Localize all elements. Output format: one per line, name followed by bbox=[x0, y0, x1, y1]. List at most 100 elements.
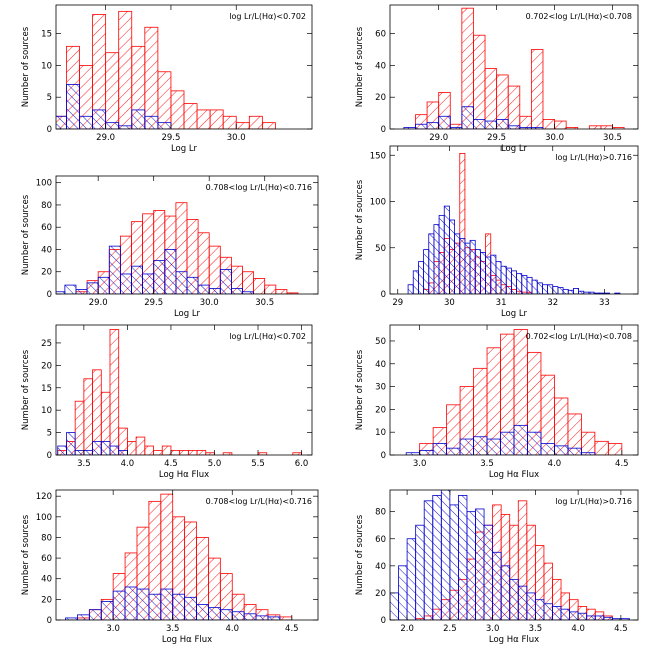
histogram-bar bbox=[118, 450, 128, 455]
histogram-bar bbox=[415, 123, 428, 129]
histogram-bar bbox=[542, 284, 548, 294]
histogram-bar bbox=[554, 120, 567, 129]
histogram-bar bbox=[531, 279, 538, 294]
y-tick-label: 0 bbox=[381, 451, 386, 461]
plot-frame bbox=[389, 489, 639, 621]
histogram-bar bbox=[148, 593, 162, 620]
histogram-panel-2: 29.0 29.5 30.0 30.5 0 20 40 60 Log Lr Number of s… bbox=[355, 4, 639, 154]
histogram-bar bbox=[105, 52, 120, 129]
histogram-bar bbox=[526, 276, 533, 294]
histogram-bar bbox=[172, 593, 186, 620]
x-tick-label: 6.0 bbox=[295, 459, 309, 469]
histogram-bar bbox=[160, 588, 174, 620]
x-axis-label: Log Hα Flux bbox=[489, 635, 539, 645]
histogram-bar bbox=[57, 445, 67, 455]
histogram-bar bbox=[511, 270, 517, 294]
histogram-panel-6: 3.0 3.5 4.0 4.5 0 10 20 30 40 50 Log Hα Flux Number… bbox=[355, 324, 639, 480]
histogram-bar bbox=[534, 599, 545, 620]
y-tick-label: 40 bbox=[41, 245, 52, 255]
histogram-bar bbox=[496, 119, 509, 129]
histogram-bar bbox=[279, 616, 293, 620]
histogram-bar bbox=[438, 115, 451, 129]
histogram-bar bbox=[196, 450, 207, 455]
x-tick-label: 3.5 bbox=[529, 624, 543, 634]
panel-annotation: log Lr/L(Hα)<0.702 bbox=[229, 332, 306, 341]
x-tick-label: 29.5 bbox=[144, 298, 163, 308]
histogram-bar bbox=[540, 443, 555, 455]
histogram-bar bbox=[255, 615, 269, 620]
histogram-bar bbox=[484, 68, 498, 129]
histogram-bar bbox=[466, 511, 476, 620]
histogram-bar bbox=[486, 438, 501, 455]
blue-series bbox=[390, 490, 630, 620]
y-tick-label: 20 bbox=[375, 405, 386, 415]
bars bbox=[56, 10, 276, 129]
y-tick-label: 50 bbox=[375, 244, 386, 254]
histogram-bar bbox=[594, 615, 605, 620]
histogram-bar bbox=[461, 106, 474, 129]
x-tick-label: 4.5 bbox=[615, 459, 629, 469]
y-tick-label: 40 bbox=[375, 61, 386, 71]
histogram-bar bbox=[74, 450, 85, 455]
histogram-bar bbox=[118, 10, 133, 129]
y-tick-label: 30 bbox=[375, 383, 386, 393]
x-tick-label: 29.5 bbox=[487, 133, 506, 143]
y-tick-label: 5 bbox=[47, 429, 52, 439]
x-tick-label: 32 bbox=[547, 298, 558, 308]
histogram-bar bbox=[264, 284, 277, 294]
plot-frame bbox=[389, 4, 639, 130]
histogram-bar bbox=[208, 288, 221, 294]
y-tick-label: 0 bbox=[47, 125, 52, 135]
histogram-bar bbox=[118, 125, 133, 129]
histogram-bar bbox=[418, 261, 424, 294]
plot-frame bbox=[55, 489, 319, 621]
histogram-bar bbox=[131, 109, 146, 129]
red-series bbox=[56, 10, 276, 129]
histogram-panel-7: 3.0 3.5 4.0 4.5 0 20 40 60 80 100 120 Log Hα Flux Nu… bbox=[21, 489, 319, 645]
histogram-bar bbox=[253, 278, 266, 294]
histogram-bar bbox=[164, 249, 177, 294]
x-tick-label: 30.0 bbox=[200, 298, 219, 308]
histogram-bar bbox=[500, 265, 507, 294]
histogram-bar bbox=[588, 125, 602, 129]
plot-frame bbox=[389, 324, 639, 456]
histogram-bar bbox=[127, 441, 137, 455]
histogram-bar bbox=[197, 284, 210, 294]
x-tick-label: 3.0 bbox=[413, 459, 427, 469]
histogram-bar bbox=[97, 276, 110, 294]
x-tick-label: 31 bbox=[496, 298, 507, 308]
histogram-bar bbox=[108, 245, 121, 294]
histogram-bar bbox=[483, 524, 494, 620]
histogram-bar bbox=[480, 251, 486, 294]
histogram-bar bbox=[423, 249, 430, 294]
y-tick-label: 40 bbox=[375, 562, 386, 572]
blue-series bbox=[403, 106, 544, 129]
panel-annotation: log Lr/L(Hα)>0.716 bbox=[555, 153, 632, 162]
histogram-bar bbox=[208, 245, 221, 294]
x-tick-label: 3.0 bbox=[106, 624, 120, 634]
histogram-bar bbox=[490, 254, 497, 294]
y-axis-label: Number of sources bbox=[21, 26, 31, 107]
histogram-bar bbox=[509, 578, 519, 620]
y-tick-label: 100 bbox=[36, 179, 52, 189]
histogram-panel-1: 29.0 29.5 30.0 0 5 10 15 Log Lr Number of source… bbox=[21, 4, 313, 154]
histogram-bar bbox=[153, 450, 163, 455]
histogram-bar bbox=[196, 604, 209, 620]
histogram-bar bbox=[235, 122, 250, 129]
plot-frame bbox=[55, 324, 313, 456]
histogram-bar bbox=[66, 432, 76, 455]
histogram-bar bbox=[521, 275, 528, 294]
histogram-panel-4: 29 30 31 32 33 0 50 100 150 Log Lr Number of sourc… bbox=[355, 145, 639, 319]
histogram-bar bbox=[66, 84, 80, 129]
histogram-bar bbox=[275, 289, 288, 294]
y-axis-label: Number of sources bbox=[355, 349, 365, 430]
histogram-bar bbox=[438, 214, 445, 294]
histogram-bar bbox=[440, 490, 451, 620]
histogram-bar bbox=[88, 609, 102, 620]
histogram-bar bbox=[507, 125, 521, 129]
histogram-bar bbox=[83, 450, 93, 455]
x-tick-label: 2.0 bbox=[400, 624, 414, 634]
y-tick-label: 0 bbox=[381, 290, 386, 300]
y-tick-label: 80 bbox=[375, 508, 386, 518]
x-tick-label: 30.0 bbox=[227, 133, 246, 143]
